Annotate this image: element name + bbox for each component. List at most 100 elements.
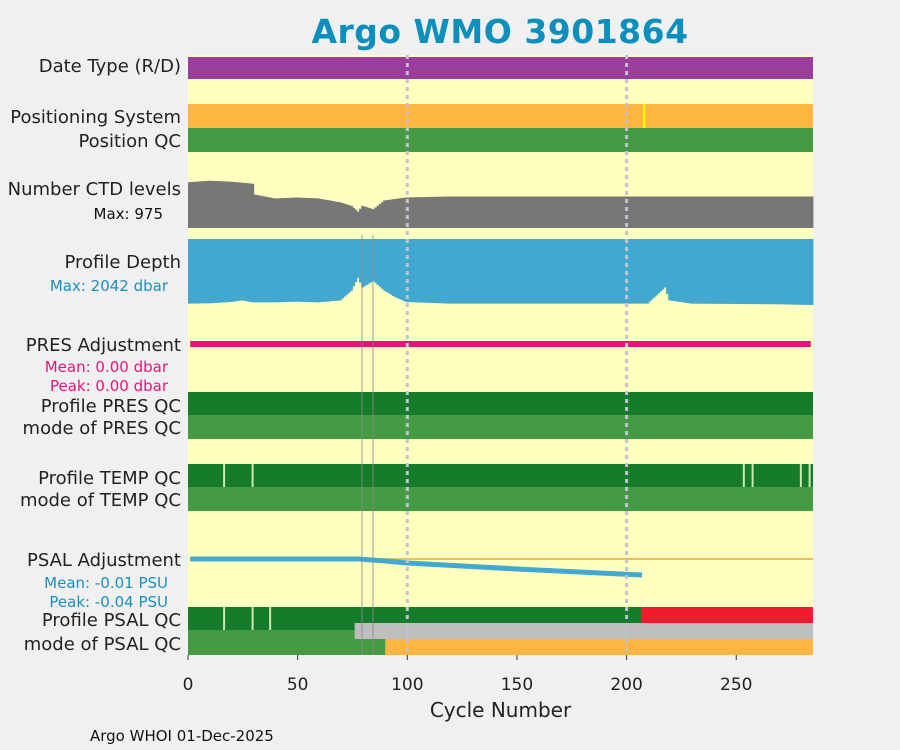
depth-bar-150: [514, 239, 518, 304]
ctd-bar-232: [694, 196, 698, 228]
qc-gap-11-1: [251, 607, 254, 630]
ctd-bar-112: [431, 196, 435, 228]
ctd-bar-45: [284, 197, 288, 228]
depth-bar-43: [280, 239, 283, 303]
ctd-bar-181: [582, 196, 586, 228]
depth-bar-177: [573, 239, 577, 304]
depth-bar-145: [503, 239, 507, 304]
depth-bar-105: [416, 239, 419, 303]
ctd-bar-243: [718, 196, 722, 228]
depth-bar-48: [291, 239, 294, 302]
depth-bar-203: [630, 239, 634, 304]
ctd-bar-145: [503, 196, 507, 228]
ctd-bar-240: [712, 196, 715, 228]
depth-bar-161: [538, 239, 542, 304]
x-axis-label: Cycle Number: [430, 698, 572, 722]
ctd-bar-136: [484, 196, 487, 228]
ctd-bar-206: [637, 196, 641, 228]
ctd-bar-279: [797, 196, 801, 228]
ctd-bar-103: [411, 197, 415, 228]
ctd-bar-242: [716, 196, 720, 228]
ctd-bar-219: [666, 196, 669, 228]
ctd-bar-169: [556, 196, 560, 228]
ctd-bar-43: [280, 198, 283, 228]
depth-bar-114: [435, 239, 439, 304]
ctd-bar-51: [297, 197, 301, 228]
row-label-3: Number CTD levels: [8, 179, 181, 200]
ctd-bar-49: [293, 197, 296, 228]
ctd-bar-28: [247, 183, 250, 228]
depth-bar-175: [569, 239, 573, 304]
depth-bar-231: [692, 239, 695, 304]
ctd-bar-41: [275, 198, 279, 228]
row-12-segment-2: [354, 623, 813, 639]
depth-bar-95: [394, 239, 397, 298]
ctd-bar-248: [729, 196, 733, 228]
ctd-bar-1: [188, 182, 191, 228]
depth-bar-162: [541, 239, 544, 304]
ctd-bar-165: [547, 196, 551, 228]
ctd-bar-187: [595, 196, 599, 228]
ctd-bar-168: [554, 196, 557, 228]
depth-bar-86: [374, 239, 377, 283]
depth-bar-220: [668, 239, 671, 301]
depth-bar-118: [444, 239, 448, 304]
ctd-bar-134: [479, 196, 483, 228]
depth-bar-183: [587, 239, 590, 304]
ctd-bar-127: [464, 196, 467, 228]
ctd-bar-100: [405, 197, 408, 228]
cycle-gap-1: [372, 235, 374, 655]
depth-bar-26: [242, 239, 246, 301]
ctd-bar-253: [740, 196, 744, 228]
depth-bar-32: [255, 239, 259, 303]
depth-bar-269: [775, 239, 779, 305]
depth-bar-227: [683, 239, 687, 303]
depth-bar-228: [685, 239, 689, 303]
depth-bar-73: [345, 239, 349, 295]
ctd-bar-284: [808, 196, 812, 228]
ctd-bar-276: [791, 196, 794, 228]
depth-bar-65: [328, 239, 331, 302]
depth-bar-156: [527, 239, 531, 304]
depth-bar-96: [396, 239, 399, 299]
ctd-bar-241: [714, 196, 717, 228]
ctd-bar-122: [453, 196, 456, 228]
ctd-bar-223: [674, 196, 678, 228]
depth-bar-199: [622, 239, 625, 304]
depth-bar-174: [567, 239, 570, 304]
row-label-8: Profile TEMP QC: [38, 468, 181, 489]
x-tick-label-0: 0: [183, 675, 194, 695]
row-12-segment-0: [188, 630, 386, 655]
ctd-bar-208: [641, 196, 645, 228]
depth-bar-9: [205, 239, 209, 304]
depth-bar-112: [431, 239, 435, 303]
ctd-bar-200: [624, 196, 627, 228]
depth-bar-44: [282, 239, 285, 303]
row-9-segment-0: [188, 487, 813, 511]
ctd-bar-152: [519, 196, 522, 228]
depth-bar-206: [637, 239, 641, 304]
ctd-max-annotation: Max: 975: [94, 205, 163, 223]
depth-bar-124: [457, 239, 461, 304]
depth-bar-28: [247, 239, 250, 302]
depth-bar-88: [378, 239, 382, 287]
depth-bar-111: [429, 239, 432, 303]
depth-bar-3: [192, 239, 195, 304]
ctd-bar-214: [655, 196, 658, 228]
ctd-bar-20: [229, 181, 233, 228]
row-1-segment-1: [643, 104, 646, 128]
ctd-bar-266: [769, 196, 772, 228]
depth-bar-176: [571, 239, 575, 304]
depth-bar-33: [258, 239, 261, 303]
ctd-bar-180: [580, 196, 584, 228]
ctd-bar-265: [766, 196, 770, 228]
depth-bar-84: [370, 239, 373, 283]
row-6-segment-0: [188, 392, 813, 415]
depth-bar-170: [558, 239, 562, 304]
ctd-bar-11: [209, 180, 213, 228]
depth-bar-137: [486, 239, 489, 304]
ctd-bar-78: [356, 211, 360, 228]
depth-bar-67: [332, 239, 336, 301]
ctd-bar-216: [659, 196, 663, 228]
depth-bar-140: [492, 239, 496, 304]
